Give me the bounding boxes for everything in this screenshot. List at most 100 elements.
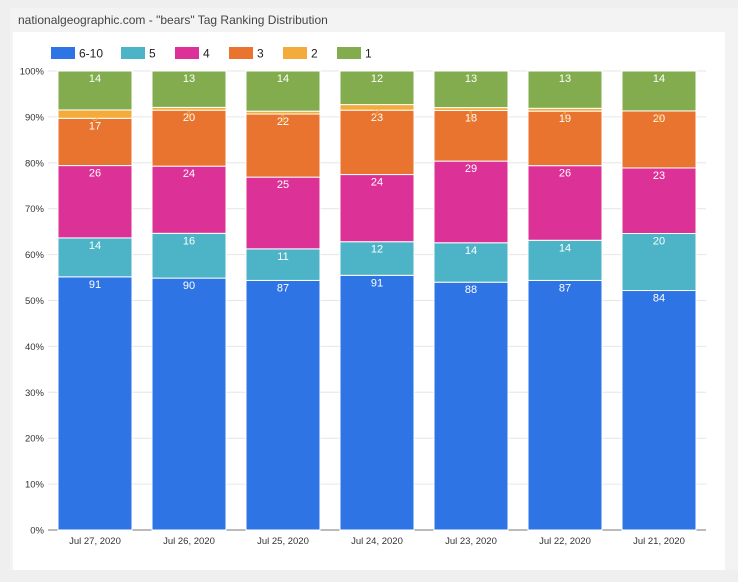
data-label: 20 [653,236,665,248]
data-label: 18 [465,112,477,124]
legend-item[interactable]: 2 [283,47,318,61]
x-tick-label: Jul 21, 2020 [633,536,685,547]
legend-label: 5 [149,47,156,61]
data-label: 88 [465,284,477,296]
bar-segment[interactable] [527,110,603,167]
data-label: 14 [465,245,477,257]
x-axis-ticks: Jul 27, 2020 Jul 26, 2020 Jul 25, 2020 Jul … [69,536,685,547]
bar-segment[interactable] [57,165,133,239]
bar-segment[interactable] [57,117,133,167]
bar-segment[interactable] [151,232,227,279]
bar-segment[interactable] [151,277,227,531]
legend-item[interactable]: 4 [175,47,210,61]
data-label: 14 [89,73,101,85]
data-label: 13 [465,73,477,85]
data-label: 12 [371,73,383,85]
legend-swatch [283,47,307,59]
y-tick-label: 50% [25,296,45,307]
bar-segment[interactable] [339,174,415,243]
bar-segment[interactable] [245,70,321,112]
bar-segment[interactable] [151,70,227,108]
y-tick-label: 0% [30,526,44,537]
bar-segment[interactable] [621,167,697,235]
bar-segment[interactable] [339,109,415,176]
legend-label: 3 [257,47,264,61]
bar-segment[interactable] [57,237,133,278]
legend[interactable]: 6-10 5 4 3 2 1 [51,47,372,61]
x-tick-label: Jul 27, 2020 [69,536,121,547]
data-label: 1 [562,110,568,122]
data-label: 14 [89,240,101,252]
data-label: 23 [653,170,665,182]
y-tick-label: 20% [25,434,45,445]
bar-segment[interactable] [339,70,415,106]
x-tick-label: Jul 23, 2020 [445,536,497,547]
data-label: 23 [371,112,383,124]
y-axis-ticks: 0% 10% 20% 30% 40% 50% 60% 70% 80% 90% 100% [20,67,45,537]
x-tick-label: Jul 24, 2020 [351,536,403,547]
chart-title: nationalgeographic.com - "bears" Tag Ran… [18,13,328,27]
data-label: 19 [559,113,571,125]
legend-item[interactable]: 5 [121,47,156,61]
bar-stack[interactable]: 91 12 24 232 12 [339,70,415,531]
bar-segment[interactable] [339,274,415,531]
data-label: 91 [89,279,101,291]
legend-label: 1 [365,47,372,61]
bar-stack[interactable]: 88 14 29 181 13 [433,70,509,531]
bar-stack[interactable]: 90 16 24 201 13 [151,70,227,531]
data-label: 24 [371,177,383,189]
bar-segment[interactable] [621,110,697,169]
bar-segment[interactable] [339,241,415,276]
bar-segment[interactable] [527,239,603,281]
data-label: 2 [374,107,380,119]
x-tick-label: Jul 22, 2020 [539,536,591,547]
y-tick-label: 40% [25,342,45,353]
legend-swatch [337,47,361,59]
bar-segment[interactable] [433,281,509,531]
bar-segment[interactable] [527,165,603,241]
bar-segment[interactable] [621,290,697,531]
data-label: 1 [186,109,192,121]
data-label: 24 [183,168,195,180]
data-label: 91 [371,277,383,289]
bar-segment[interactable] [433,109,509,162]
data-label: 26 [89,168,101,180]
data-label: 0 [656,113,662,125]
legend-item[interactable]: 6-10 [51,47,103,61]
bar-stack[interactable]: 87 14 26 191 13 [527,70,603,531]
y-tick-label: 30% [25,388,45,399]
bar-segment[interactable] [151,165,227,234]
legend-swatch [229,47,253,59]
y-tick-label: 90% [25,112,45,123]
data-label: 29 [465,163,477,175]
legend-item[interactable]: 1 [337,47,372,61]
bar-segment[interactable] [245,279,321,531]
bar-segment[interactable] [527,279,603,531]
bar-segment[interactable] [57,70,133,111]
bar-segment[interactable] [621,233,697,292]
bar-segment[interactable] [57,276,133,531]
data-label: 12 [371,244,383,256]
legend-item[interactable]: 3 [229,47,264,61]
bar-segment[interactable] [433,70,509,109]
bar-segment[interactable] [151,109,227,167]
data-label: 11 [277,251,288,263]
bar-segment[interactable] [621,70,697,112]
data-label: 26 [559,168,571,180]
bar-segment[interactable] [245,248,321,281]
y-tick-label: 100% [20,67,45,78]
data-label: 20 [183,112,195,124]
x-tick-label: Jul 26, 2020 [163,536,215,547]
y-tick-label: 60% [25,250,45,261]
data-label: 1 [280,113,286,125]
legend-swatch [121,47,145,59]
data-label: 14 [277,73,289,85]
bar-segment[interactable] [433,242,509,283]
bar-segment[interactable] [527,70,603,109]
data-label: 1 [468,110,474,122]
data-label: 13 [183,73,195,85]
bar-stack[interactable]: 87 11 25 221 14 [245,70,321,531]
bar-stack[interactable]: 91 14 26 173 14 [57,70,133,531]
